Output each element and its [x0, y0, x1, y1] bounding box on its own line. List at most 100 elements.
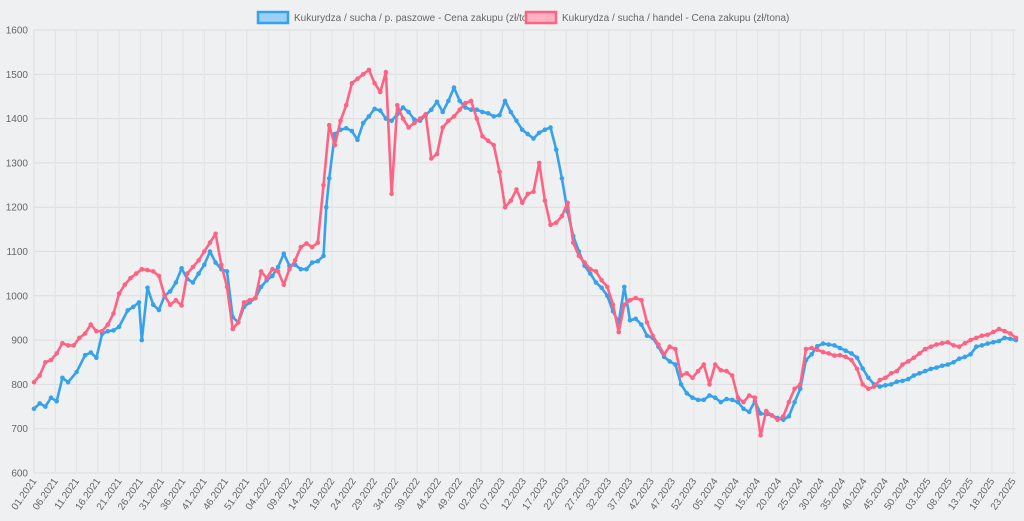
data-point[interactable]	[888, 371, 894, 376]
data-point[interactable]	[610, 302, 616, 308]
data-point[interactable]	[542, 198, 548, 203]
data-point[interactable]	[65, 343, 71, 348]
data-point[interactable]	[849, 351, 854, 356]
data-point[interactable]	[769, 413, 775, 418]
data-point[interactable]	[304, 266, 309, 272]
data-point[interactable]	[548, 125, 553, 130]
data-point[interactable]	[54, 398, 59, 404]
data-point[interactable]	[553, 220, 559, 225]
data-point[interactable]	[94, 355, 99, 361]
data-point[interactable]	[922, 346, 928, 352]
data-point[interactable]	[281, 282, 287, 288]
data-point[interactable]	[31, 406, 37, 412]
data-point[interactable]	[429, 107, 434, 112]
data-point[interactable]	[684, 391, 690, 396]
data-point[interactable]	[378, 89, 383, 95]
data-point[interactable]	[60, 340, 65, 346]
data-point[interactable]	[974, 344, 979, 350]
data-point[interactable]	[446, 118, 451, 124]
data-point[interactable]	[502, 98, 508, 104]
data-point[interactable]	[945, 362, 951, 367]
data-point[interactable]	[355, 137, 360, 143]
data-point[interactable]	[735, 399, 741, 405]
data-point[interactable]	[673, 362, 678, 367]
data-point[interactable]	[105, 322, 111, 327]
data-point[interactable]	[593, 280, 599, 285]
legend-label[interactable]: Kukurydza / sucha / handel - Cena zakupu…	[562, 13, 789, 24]
data-point[interactable]	[88, 350, 94, 355]
data-point[interactable]	[343, 103, 349, 108]
data-point[interactable]	[1008, 336, 1013, 342]
data-point[interactable]	[894, 379, 900, 385]
data-point[interactable]	[951, 343, 956, 348]
data-point[interactable]	[837, 352, 843, 358]
data-point[interactable]	[786, 414, 792, 419]
data-point[interactable]	[712, 362, 718, 367]
data-point[interactable]	[508, 109, 514, 115]
data-point[interactable]	[1002, 335, 1007, 341]
data-point[interactable]	[179, 266, 184, 271]
data-point[interactable]	[832, 353, 837, 358]
data-point[interactable]	[639, 322, 644, 327]
data-point[interactable]	[485, 138, 491, 144]
data-point[interactable]	[60, 375, 65, 381]
data-point[interactable]	[304, 241, 309, 246]
data-point[interactable]	[746, 393, 752, 398]
data-point[interactable]	[559, 213, 565, 219]
data-point[interactable]	[633, 316, 638, 322]
data-point[interactable]	[417, 116, 423, 121]
data-point[interactable]	[525, 191, 531, 197]
data-point[interactable]	[275, 264, 281, 270]
data-point[interactable]	[173, 297, 179, 303]
data-point[interactable]	[724, 368, 729, 374]
data-point[interactable]	[133, 271, 139, 276]
data-point[interactable]	[599, 285, 604, 291]
data-point[interactable]	[758, 411, 763, 416]
data-point[interactable]	[349, 128, 355, 134]
data-point[interactable]	[111, 328, 116, 333]
data-point[interactable]	[162, 293, 167, 299]
data-point[interactable]	[378, 108, 383, 113]
data-point[interactable]	[1008, 331, 1013, 336]
data-point[interactable]	[525, 131, 531, 137]
data-point[interactable]	[230, 326, 235, 332]
data-point[interactable]	[88, 322, 94, 327]
data-point[interactable]	[536, 130, 542, 136]
data-point[interactable]	[247, 297, 252, 303]
data-point[interactable]	[588, 271, 593, 276]
data-point[interactable]	[860, 382, 865, 387]
data-point[interactable]	[116, 291, 122, 296]
data-point[interactable]	[185, 271, 190, 276]
data-point[interactable]	[1002, 328, 1007, 334]
data-point[interactable]	[690, 375, 695, 381]
data-point[interactable]	[99, 328, 105, 334]
data-point[interactable]	[412, 120, 417, 126]
data-point[interactable]	[792, 399, 797, 405]
data-point[interactable]	[145, 267, 150, 273]
data-point[interactable]	[746, 409, 752, 415]
data-point[interactable]	[565, 200, 570, 206]
data-point[interactable]	[763, 408, 769, 414]
data-point[interactable]	[241, 300, 247, 305]
data-point[interactable]	[781, 417, 786, 423]
data-point[interactable]	[514, 187, 519, 192]
data-point[interactable]	[661, 352, 667, 357]
data-point[interactable]	[928, 366, 934, 372]
data-point[interactable]	[996, 338, 1002, 344]
data-point[interactable]	[536, 160, 542, 166]
data-point[interactable]	[105, 328, 111, 334]
legend-swatch[interactable]	[524, 10, 558, 25]
data-point[interactable]	[605, 284, 610, 290]
data-point[interactable]	[326, 176, 332, 181]
data-point[interactable]	[792, 386, 797, 392]
data-point[interactable]	[979, 343, 985, 348]
data-point[interactable]	[468, 98, 474, 104]
data-point[interactable]	[366, 114, 372, 119]
data-point[interactable]	[48, 395, 54, 401]
data-point[interactable]	[985, 332, 990, 338]
data-point[interactable]	[639, 297, 644, 303]
data-point[interactable]	[43, 360, 48, 365]
data-point[interactable]	[82, 331, 88, 336]
data-point[interactable]	[588, 266, 593, 272]
data-point[interactable]	[917, 351, 922, 356]
